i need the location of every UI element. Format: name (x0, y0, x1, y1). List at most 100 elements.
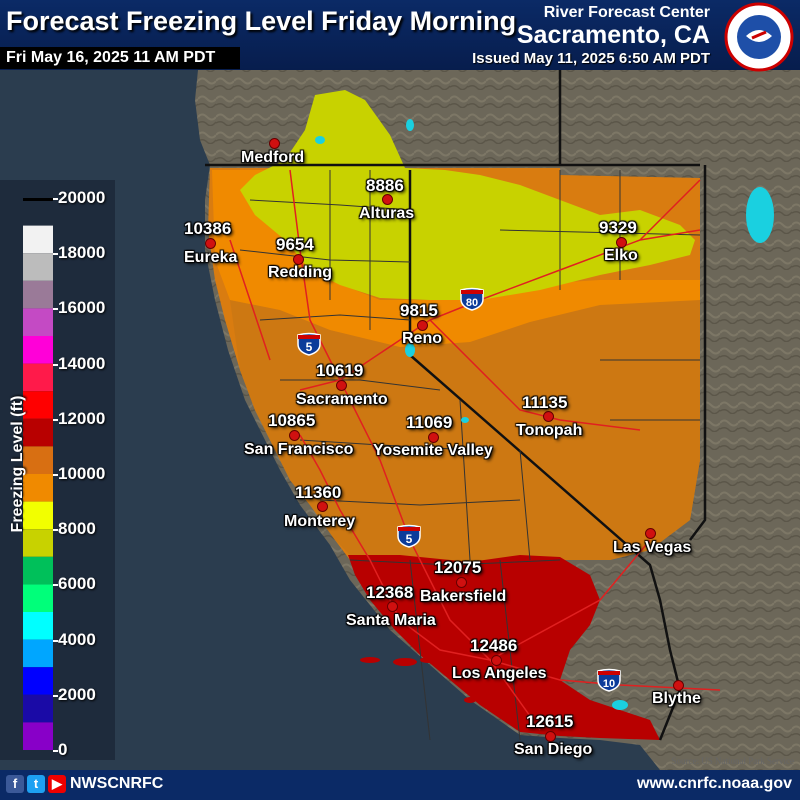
city-name: Elko (604, 247, 638, 264)
legend-tick-mark (53, 308, 58, 311)
map-credit: Source: US National Park Service (671, 756, 794, 766)
city-freezing-level: 10619 (316, 361, 364, 380)
county-lines (239, 170, 701, 741)
youtube-icon[interactable]: ▶ (48, 775, 66, 793)
city-marker (543, 411, 554, 422)
legend-tick-label: 16000 (58, 298, 106, 318)
city-marker (269, 138, 280, 149)
legend-band (23, 612, 53, 640)
shield-label: 5 (306, 340, 313, 354)
legend-tick-label: 14000 (58, 353, 106, 373)
city-freezing-level: 9815 (400, 301, 438, 320)
city-name: Medford (241, 149, 305, 166)
legend-tick-label: 6000 (58, 574, 96, 594)
legend-tick-mark (53, 639, 58, 642)
city-freezing-level: 12615 (526, 712, 574, 731)
city-marker (428, 432, 439, 443)
legend-tick-mark (53, 363, 58, 366)
header-bar: Forecast Freezing Level Friday Morning F… (0, 0, 800, 72)
city-marker (382, 194, 393, 205)
legend-tick-label: 20000 (58, 188, 106, 207)
facebook-icon[interactable]: f (6, 775, 24, 793)
city-freezing-level: 10865 (268, 411, 316, 430)
legend-title: Freezing Level (ft) (9, 395, 26, 533)
city-marker (336, 380, 347, 391)
city-freezing-level: 8886 (366, 176, 404, 195)
city-name: Yosemite Valley (373, 442, 493, 459)
legend-band (23, 474, 53, 502)
legend-tick-mark (53, 694, 58, 697)
twitter-icon[interactable]: t (27, 775, 45, 793)
legend-tick-label: 18000 (58, 243, 106, 263)
city-marker (317, 501, 328, 512)
issued-time: Issued May 11, 2025 6:50 AM PDT (472, 50, 710, 67)
shield-label: 10 (603, 678, 615, 690)
legend-band (23, 694, 53, 723)
city-name: Tonopah (516, 422, 583, 439)
legend-band (23, 529, 53, 557)
city-freezing-level: 12075 (434, 558, 482, 577)
legend-band (23, 556, 53, 585)
shield-label: 80 (466, 297, 478, 309)
legend-tick-mark (53, 474, 58, 476)
city-freezing-level: 12368 (366, 583, 414, 602)
legend-band (23, 391, 53, 419)
legend-band (23, 280, 53, 309)
city-name: Sacramento (296, 391, 388, 408)
city-freezing-level: 10386 (184, 219, 232, 238)
legend-band (23, 667, 53, 695)
legend-tick-label: 0 (58, 740, 68, 759)
shield-label: 5 (406, 532, 413, 546)
city-marker (417, 320, 428, 331)
city-name: Santa Maria (346, 612, 436, 629)
legend-band (23, 336, 53, 364)
city-marker (293, 254, 304, 265)
office-line1: River Forecast Center (543, 4, 710, 21)
city-marker (456, 577, 467, 588)
social-icons: f t ▶ (6, 775, 66, 793)
legend-band (23, 584, 53, 612)
city-marker (491, 655, 502, 666)
legend-band (23, 501, 53, 530)
city-name: Alturas (359, 205, 415, 222)
city-name: Eureka (184, 249, 238, 266)
page-title: Forecast Freezing Level Friday Morning (6, 6, 517, 36)
legend-tick-label: 2000 (58, 684, 96, 704)
legend-band (23, 639, 53, 668)
website-link[interactable]: www.cnrfc.noaa.gov (637, 775, 792, 792)
footer-bar: f t ▶ NWSCNRFC www.cnrfc.noaa.gov (0, 770, 800, 800)
city-name: Las Vegas (613, 539, 692, 556)
legend-band (23, 363, 53, 392)
legend-tick-label: 10000 (58, 464, 106, 483)
legend-band (23, 253, 53, 281)
city-marker (387, 601, 398, 612)
city-marker (545, 731, 556, 742)
interstate-shield: 10 (597, 668, 621, 692)
city-freezing-level: 11360 (295, 483, 342, 502)
legend-tick-label: 4000 (58, 629, 96, 649)
city-marker (289, 430, 300, 441)
freezing-level-12000-13000 (348, 555, 660, 740)
legend-band (23, 225, 53, 254)
legend-band (23, 722, 53, 750)
city-freezing-level: 9654 (276, 235, 314, 254)
city-freezing-level: 11069 (406, 413, 453, 432)
nws-logo (724, 2, 794, 72)
channel-islands (360, 657, 476, 703)
freezing-level-8000-9000 (240, 90, 695, 300)
social-handle[interactable]: NWSCNRFC (70, 775, 164, 792)
interstate-shield: 80 (460, 287, 484, 311)
city-name: Bakersfield (420, 588, 507, 605)
lakes (315, 119, 774, 710)
city-name: Monterey (284, 513, 356, 530)
legend-band (23, 308, 53, 336)
city-name: Reno (402, 330, 442, 347)
city-name: Blythe (652, 690, 701, 707)
legend-tick-label: 12000 (58, 408, 106, 428)
city-marker (673, 680, 684, 691)
valid-time: Fri May 16, 2025 11 AM PDT (0, 47, 240, 69)
legend-band (23, 418, 53, 447)
interstate-shield: 5 (397, 524, 421, 548)
interstate-shield: 5 (297, 332, 321, 356)
